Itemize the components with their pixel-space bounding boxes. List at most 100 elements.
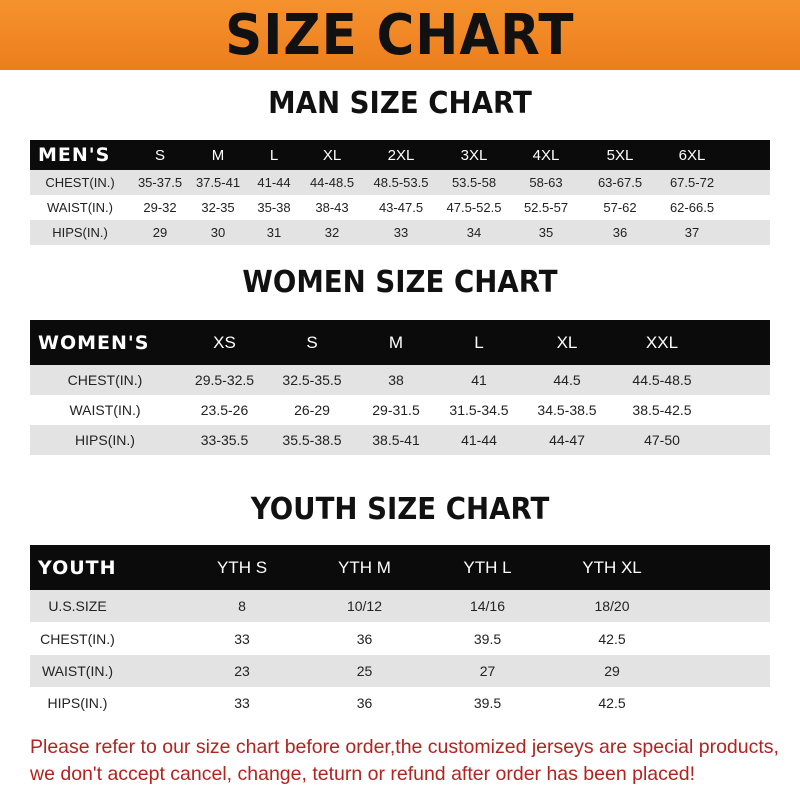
measurement-cell: 39.5: [426, 622, 549, 655]
size-column-header: YTH M: [303, 545, 426, 590]
measurement-cell: 36: [303, 687, 426, 718]
measurement-cell: 44-48.5: [302, 170, 362, 195]
header-label: YOUTH: [30, 545, 125, 590]
row-label: WAIST(IN.): [30, 655, 125, 687]
size-column-header: XS: [180, 320, 269, 365]
measurement-cell: 47-50: [613, 425, 711, 455]
row-label: CHEST(IN.): [30, 622, 125, 655]
measurement-cell: 32.5-35.5: [269, 365, 355, 395]
size-chart-banner: SIZE CHART: [0, 0, 800, 70]
row-filler: [711, 365, 770, 395]
measurement-cell: 31: [246, 220, 302, 245]
row-label: CHEST(IN.): [30, 170, 130, 195]
measurement-cell: 44.5-48.5: [613, 365, 711, 395]
measurement-cell: 67.5-72: [656, 170, 728, 195]
measurement-cell: 29: [549, 655, 675, 687]
measurement-cell: 34.5-38.5: [521, 395, 613, 425]
measurement-cell: 33: [181, 622, 303, 655]
measurement-cell: 29: [130, 220, 190, 245]
size-column-header: XXL: [613, 320, 711, 365]
measurement-cell: 41-44: [246, 170, 302, 195]
measurement-cell: 35.5-38.5: [269, 425, 355, 455]
measurement-cell: 30: [190, 220, 246, 245]
measurement-cell: 37.5-41: [190, 170, 246, 195]
measurement-cell: 18/20: [549, 590, 675, 622]
measurement-cell: 23.5-26: [180, 395, 269, 425]
measurement-cell: 33: [362, 220, 440, 245]
measurement-cell: 42.5: [549, 687, 675, 718]
measurement-cell: 42.5: [549, 622, 675, 655]
measurement-cell: 38.5-41: [355, 425, 437, 455]
size-column-header: M: [190, 140, 246, 170]
size-column-header: 2XL: [362, 140, 440, 170]
row-filler: [728, 195, 770, 220]
measurement-cell: 38-43: [302, 195, 362, 220]
measurement-cell: 29-32: [130, 195, 190, 220]
men-chart-title: MAN SIZE CHART: [268, 86, 532, 121]
measurement-cell: 62-66.5: [656, 195, 728, 220]
size-column-header: 4XL: [508, 140, 584, 170]
measurement-cell: 31.5-34.5: [437, 395, 521, 425]
size-column-header: YTH S: [181, 545, 303, 590]
measurement-cell: 26-29: [269, 395, 355, 425]
measurement-cell: 10/12: [303, 590, 426, 622]
youth-chart-title: YOUTH SIZE CHART: [250, 492, 550, 527]
header-filler: [728, 140, 770, 170]
measurement-cell: 52.5-57: [508, 195, 584, 220]
measurement-cell: 38.5-42.5: [613, 395, 711, 425]
header-label: MEN'S: [30, 140, 130, 170]
measurement-cell: 36: [303, 622, 426, 655]
youth-size-table: YOUTH YTH S YTH M YTH L YTH XL U.S.SIZE 8 10/12…: [30, 545, 770, 718]
header-filler: [711, 320, 770, 365]
row-filler: [675, 622, 770, 655]
measurement-cell: 36: [584, 220, 656, 245]
size-column-header: YTH L: [426, 545, 549, 590]
measurement-cell: 33: [181, 687, 303, 718]
measurement-cell: 63-67.5: [584, 170, 656, 195]
row-filler: [675, 590, 770, 622]
size-column-header: L: [437, 320, 521, 365]
measurement-cell: 41: [437, 365, 521, 395]
row-filler: [711, 425, 770, 455]
size-column-header: YTH XL: [549, 545, 675, 590]
measurement-cell: 58-63: [508, 170, 584, 195]
row-spacer: [125, 622, 181, 655]
measurement-cell: 53.5-58: [440, 170, 508, 195]
measurement-cell: 44-47: [521, 425, 613, 455]
measurement-cell: 39.5: [426, 687, 549, 718]
measurement-cell: 29.5-32.5: [180, 365, 269, 395]
measurement-cell: 41-44: [437, 425, 521, 455]
row-label: HIPS(IN.): [30, 687, 125, 718]
measurement-cell: 35-37.5: [130, 170, 190, 195]
measurement-cell: 38: [355, 365, 437, 395]
footer-note: Please refer to our size chart before or…: [30, 736, 779, 785]
measurement-cell: 48.5-53.5: [362, 170, 440, 195]
row-label: WAIST(IN.): [30, 395, 180, 425]
measurement-cell: 27: [426, 655, 549, 687]
row-filler: [711, 395, 770, 425]
header-spacer: [125, 545, 181, 590]
size-column-header: 3XL: [440, 140, 508, 170]
measurement-cell: 32: [302, 220, 362, 245]
measurement-cell: 29-31.5: [355, 395, 437, 425]
row-label: WAIST(IN.): [30, 195, 130, 220]
measurement-cell: 23: [181, 655, 303, 687]
measurement-cell: 14/16: [426, 590, 549, 622]
measurement-cell: 37: [656, 220, 728, 245]
measurement-cell: 43-47.5: [362, 195, 440, 220]
row-label: CHEST(IN.): [30, 365, 180, 395]
women-size-table: WOMEN'S XS S M L XL XXL CHEST(IN.) 29.5-32.5 32.5…: [30, 320, 770, 455]
size-column-header: XL: [521, 320, 613, 365]
measurement-cell: 8: [181, 590, 303, 622]
women-chart-title: WOMEN SIZE CHART: [242, 265, 558, 300]
size-column-header: S: [269, 320, 355, 365]
row-spacer: [125, 655, 181, 687]
row-filler: [728, 220, 770, 245]
size-column-header: 6XL: [656, 140, 728, 170]
measurement-cell: 33-35.5: [180, 425, 269, 455]
measurement-cell: 35-38: [246, 195, 302, 220]
size-column-header: 5XL: [584, 140, 656, 170]
row-filler: [675, 655, 770, 687]
measurement-cell: 25: [303, 655, 426, 687]
measurement-cell: 44.5: [521, 365, 613, 395]
